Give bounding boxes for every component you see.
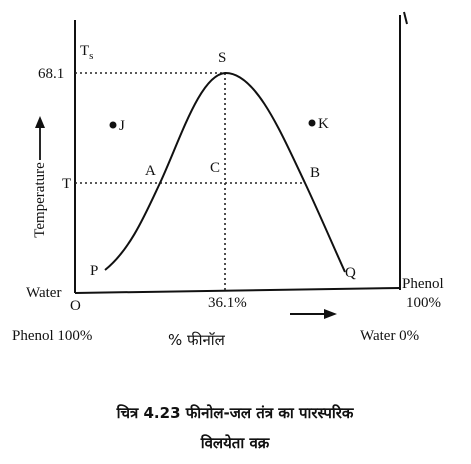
y-axis-label: Temperature — [32, 162, 48, 238]
point-label: B — [310, 165, 320, 181]
point-label: P — [90, 263, 98, 279]
caption: विलयेता वक्र — [200, 434, 271, 452]
solubility-curve — [104, 71, 346, 273]
point-label: A — [145, 163, 156, 179]
point-label: Q — [345, 265, 356, 281]
critical-label-main: T — [80, 43, 89, 59]
left-composition: Phenol 100% — [12, 328, 92, 344]
arrow-head — [35, 116, 45, 128]
caption: चित्र 4.23 फीनोल-जल तंत्र का पारस्परिक — [116, 404, 355, 422]
point-label: K — [318, 116, 329, 132]
critical-label-sub: s — [89, 50, 93, 62]
mark — [403, 11, 408, 25]
point-label: S — [218, 50, 226, 66]
point-label: C — [210, 160, 220, 176]
critical-label: Ts — [80, 43, 93, 62]
bottom-axis — [74, 287, 401, 294]
right-axis-label: Phenol — [402, 276, 444, 292]
right-axis-label: 100% — [406, 295, 441, 311]
upper-temp: 68.1 — [38, 66, 64, 82]
right-composition: Water 0% — [360, 328, 419, 344]
point-j — [109, 121, 117, 129]
critical-composition: 36.1% — [208, 295, 247, 311]
point-label: J — [119, 118, 125, 134]
left-axis-label: Water — [26, 285, 61, 301]
point-label: O — [70, 298, 81, 314]
point-k — [308, 119, 316, 127]
x-axis-label: % फीनॉल — [168, 331, 226, 349]
arrow-head — [324, 309, 337, 319]
lower-temp-label: T — [62, 176, 71, 192]
